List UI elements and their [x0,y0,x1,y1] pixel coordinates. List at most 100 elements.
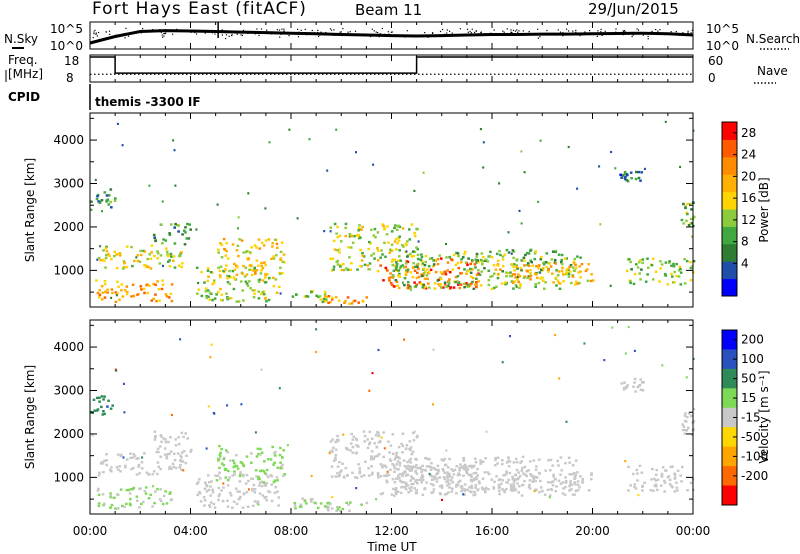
velocity-echo [257,503,260,506]
noise-search-point [506,28,508,30]
noise-search-point [247,32,249,34]
velocity-echo [254,431,257,434]
noise-search-point [546,29,548,32]
power-ytick-label: 2000 [53,220,84,234]
power-colorbar-segment [722,209,737,227]
noise-search-point [256,28,258,30]
noise-search-point [164,32,166,35]
velocity-echo [428,472,431,475]
noise-search-point [655,29,657,31]
noise-search-point [583,32,585,34]
noise-search-point [501,34,503,36]
noise-search-point [647,38,649,40]
noise-search-point [163,35,165,37]
noise-search-point [194,31,196,34]
noise-search-point [681,32,684,34]
noise-search-point [161,34,163,36]
noise-search-point [431,32,434,34]
velocity-echo [386,470,389,473]
noise-search-point [442,28,444,31]
velocity-echo [115,369,118,372]
power-colorbar-tick: 4 [741,256,749,270]
noise-search-point [339,31,341,33]
velocity-patch [97,451,188,477]
velocity-echo [413,430,416,433]
velocity-ytick-label: 1000 [53,470,84,484]
power-echo [116,122,119,125]
noise-search-point [278,31,280,33]
time-axis-label: Time UT [366,540,417,554]
noise-search-point [333,34,335,36]
power-patch [152,222,192,246]
power-echo [417,240,420,243]
noise-search-point [537,28,539,30]
noise-search-point [634,33,636,35]
noise-search-point [471,28,473,30]
noise-search-point [589,33,591,35]
velocity-patch [392,455,582,497]
noise-search-point [555,34,557,36]
power-echo [335,128,338,131]
noise-search-point [115,34,117,36]
power-echo [115,294,118,297]
noise-search-point [98,31,100,34]
noise-search-point [92,37,94,39]
velocity-echo [315,350,318,354]
power-echo [326,169,329,172]
noise-search-point [568,33,570,35]
power-echo [110,296,113,299]
power-echo [539,139,542,142]
power-echo [422,171,425,174]
noise-search-point [143,31,145,33]
noise-search-point [650,31,652,34]
noise-search-point [384,33,386,35]
noise-search-point [221,34,223,36]
noise-search-point [427,36,429,38]
noise-search-point [369,36,372,38]
velocity-colorbar-tick: -50 [741,430,761,444]
velocity-echo [222,482,225,485]
velocity-echo [441,498,443,501]
power-patch [195,266,281,303]
freq-label-bottom: [MHz] [8,67,43,81]
noise-search-point [309,33,311,35]
velocity-echo [212,412,215,415]
noise-search-point [237,32,239,34]
noise-search-point [678,33,681,35]
power-echo [598,165,601,168]
noise-search-point [95,33,97,35]
noise-tick-right-top: 10^5 [706,22,739,36]
velocity-patch [293,497,331,510]
noise-search-point [522,30,524,32]
velocity-colorbar-segment [722,388,737,409]
noise-search-point [485,33,487,35]
noise-search-point [474,31,476,33]
noise-search-point [459,28,461,30]
noise-search-point [318,32,320,34]
noise-search-point [204,32,206,34]
power-colorbar-segment [722,191,737,210]
time-tick-label: 16:00 [475,524,510,538]
noise-search-point [298,33,300,35]
noise-search-point [406,30,408,32]
velocity-echo [509,335,511,338]
power-patch [323,295,368,305]
velocity-echo [182,469,185,472]
noise-search-point [404,36,406,38]
noise-search-point [623,30,625,32]
noise-search-point [490,32,492,34]
velocity-colorbar-segment [722,349,737,370]
power-panel [90,120,696,305]
noise-search-point [566,34,568,36]
power-colorbar-segment [722,226,737,245]
velocity-ytick-label: 2000 [53,427,84,441]
noise-search-point [176,28,178,30]
noise-search-point [132,32,134,34]
noise-search-point [225,37,227,40]
noise-search-point [195,33,198,35]
noise-search-point [575,31,577,33]
noise-search-point [375,31,377,33]
velocity-echo [501,361,504,364]
velocity-colorbar-tick: -200 [741,469,768,483]
velocity-y-label: Slant Range [km] [23,365,37,469]
